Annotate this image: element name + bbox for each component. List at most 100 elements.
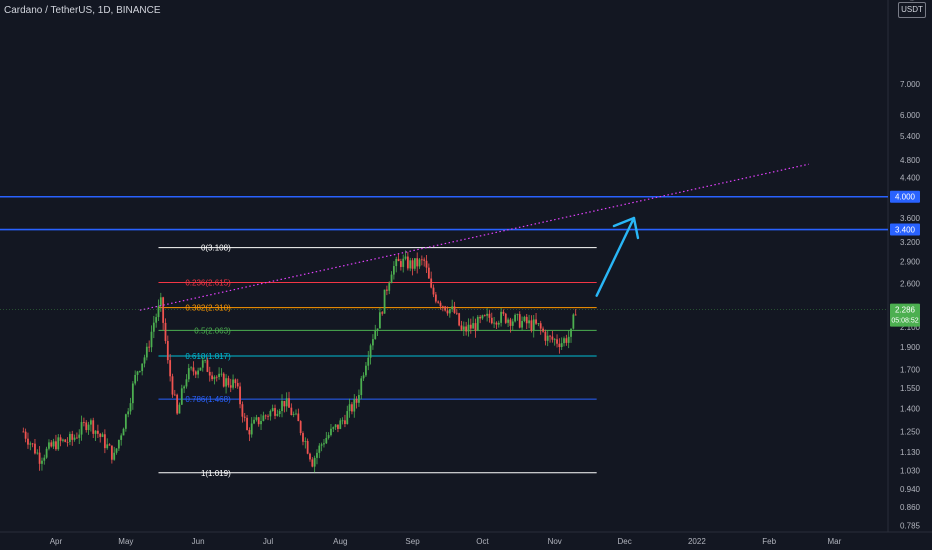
- y-tick-label: 0.785: [900, 521, 921, 530]
- candle-body: [413, 258, 416, 269]
- projection-arrow[interactable]: [595, 216, 640, 297]
- candle-body: [178, 404, 181, 414]
- y-tick-label: 4.400: [900, 173, 921, 182]
- candle-body: [271, 408, 274, 412]
- candle-body: [497, 322, 500, 325]
- candle-body: [262, 415, 265, 421]
- candle-body: [159, 297, 162, 306]
- fib-level-label: 0.382(2.310): [185, 304, 231, 313]
- candle-body: [43, 457, 46, 461]
- candle-body: [143, 357, 146, 364]
- candle-body: [292, 414, 295, 416]
- candle-body: [427, 267, 430, 279]
- candle-body: [66, 441, 69, 443]
- candle-body: [437, 301, 440, 303]
- y-tick-label: 1.700: [900, 365, 921, 374]
- countdown-label: 05:08:52: [891, 318, 918, 325]
- candle-body: [434, 294, 437, 302]
- candle-body: [348, 404, 351, 412]
- candle-body: [89, 420, 92, 425]
- candle-body: [476, 316, 479, 331]
- candle-body: [117, 439, 120, 449]
- candle-body: [52, 441, 55, 447]
- candle-body: [138, 371, 141, 372]
- x-tick-label: Sep: [405, 537, 420, 546]
- candle-body: [69, 433, 71, 442]
- candle-body: [246, 417, 248, 430]
- candle-body: [220, 373, 223, 375]
- candle-body: [446, 310, 449, 314]
- candle-body: [344, 420, 346, 425]
- candle-body: [369, 345, 372, 358]
- candle-body: [385, 289, 388, 291]
- candle-body: [318, 445, 321, 453]
- candle-body: [34, 443, 36, 454]
- candle-body: [248, 430, 251, 435]
- candle-body: [474, 323, 477, 331]
- candle-body: [108, 444, 111, 446]
- candle-body: [190, 367, 193, 369]
- y-tick-label: 0.860: [900, 503, 921, 512]
- candle-body: [311, 459, 314, 467]
- arrow-head[interactable]: [612, 216, 640, 240]
- candle-body: [166, 341, 169, 361]
- candle-body: [183, 386, 186, 389]
- candle-body: [455, 312, 458, 314]
- candle-body: [339, 420, 342, 429]
- arrow-shaft[interactable]: [595, 216, 636, 297]
- horizontal-levels[interactable]: [0, 195, 888, 231]
- candle-body: [250, 423, 253, 435]
- candle-body: [574, 314, 577, 316]
- candle-body: [465, 326, 468, 332]
- candle-body: [509, 319, 512, 326]
- candle-body: [73, 437, 76, 440]
- candle-body: [341, 420, 344, 422]
- y-tick-label: 1.250: [900, 428, 921, 437]
- candle-body: [514, 314, 516, 322]
- candle-body: [425, 260, 428, 268]
- candle-body: [85, 422, 88, 431]
- candle-body: [278, 411, 281, 415]
- candle-body: [381, 312, 384, 314]
- y-tick-label: 7.000: [900, 80, 921, 89]
- fibonacci-retracement[interactable]: 0(3.108) 0.236(2.615) 0.382(2.310) 0.5(2.06…: [158, 244, 597, 478]
- candle-body: [532, 319, 535, 331]
- fib-level-label: 0.786(1.468): [185, 395, 231, 404]
- candle-body: [304, 441, 307, 442]
- candle-body: [360, 378, 363, 396]
- time-axis[interactable]: Apr May Jun Jul Aug Sep Oct Nov Dec 2022 Feb Mar: [50, 537, 842, 546]
- candle-body: [570, 328, 572, 337]
- candle-body: [173, 394, 176, 396]
- y-tick-label: 2.900: [900, 258, 921, 267]
- price-tags: 4.000 3.400 2.286 05:08:52: [0, 190, 920, 327]
- candle-body: [327, 435, 330, 438]
- candle-body: [264, 415, 267, 417]
- candle-body: [145, 346, 148, 358]
- y-tick-label: 1.900: [900, 343, 921, 352]
- candle-body: [288, 398, 290, 408]
- trend-line[interactable]: [139, 163, 809, 311]
- candle-body: [101, 434, 104, 437]
- price-axis[interactable]: 7.000 6.000 5.400 4.800 4.400 3.600 3.200 2.900…: [900, 80, 921, 531]
- candle-body: [462, 326, 465, 330]
- candle-body: [563, 338, 565, 344]
- candle-body: [136, 371, 139, 375]
- candle-body: [148, 346, 151, 348]
- fib-level-label: 1(1.019): [201, 469, 231, 478]
- candle-body: [115, 448, 118, 453]
- candle-body: [106, 444, 109, 449]
- candle-body: [87, 424, 90, 431]
- gear-icon[interactable]: ⚙: [899, 0, 925, 3]
- trend-line-segment[interactable]: [139, 163, 809, 311]
- candle-body: [507, 319, 509, 323]
- candle-body: [227, 378, 230, 386]
- currency-button[interactable]: ⚙ USDT: [898, 0, 926, 18]
- candle-body: [27, 438, 29, 445]
- candle-body: [323, 443, 325, 445]
- candle-body: [187, 368, 190, 380]
- candle-body: [493, 322, 496, 324]
- candle-body: [383, 289, 386, 314]
- x-tick-label: Feb: [762, 537, 776, 546]
- candle-body: [302, 433, 304, 442]
